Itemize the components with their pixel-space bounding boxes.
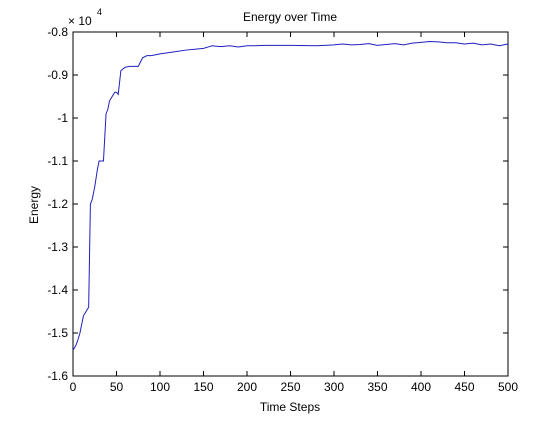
x-tick-label: 100 <box>150 380 170 394</box>
x-tick-label: 50 <box>110 380 124 394</box>
x-tick-label: 150 <box>193 380 213 394</box>
y-tick-label: -1.2 <box>47 197 68 211</box>
x-tick-label: 500 <box>498 380 518 394</box>
x-tick-label: 450 <box>454 380 474 394</box>
plot-area-frame <box>72 31 509 377</box>
y-tick-label: -1.1 <box>47 154 68 168</box>
y-multiplier-label: × 10 <box>68 14 92 28</box>
y-tick-label: -1.3 <box>47 240 68 254</box>
chart-title: Energy over Time <box>243 10 337 24</box>
x-tick-label: 400 <box>411 380 431 394</box>
y-tick-label: -1 <box>57 111 68 125</box>
y-multiplier-exponent: 4 <box>97 7 102 17</box>
x-axis-label: Time Steps <box>260 400 320 414</box>
y-tick-label: -0.8 <box>47 25 68 39</box>
y-tick-label: -1.6 <box>47 369 68 383</box>
y-tick-label: -0.9 <box>47 68 68 82</box>
x-tick-label: 250 <box>280 380 300 394</box>
x-axis-ticks: 0 50 100 150 200 250 300 350 400 450 500 <box>70 32 518 394</box>
y-axis-label: Energy <box>27 186 41 224</box>
y-tick-label: -1.4 <box>47 283 68 297</box>
x-tick-label: 350 <box>367 380 387 394</box>
x-tick-label: 200 <box>237 380 257 394</box>
energy-series-line <box>72 40 509 351</box>
y-tick-label: -1.5 <box>47 326 68 340</box>
x-tick-label: 0 <box>70 380 77 394</box>
y-axis-ticks: -1.6 -1.5 -1.4 -1.3 -1.2 -1.1 -1 -0.9 -0.8 <box>47 25 508 383</box>
x-tick-label: 300 <box>324 380 344 394</box>
